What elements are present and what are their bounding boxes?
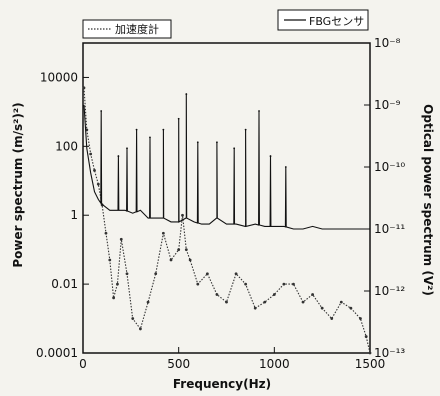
accelerometer-point [89,152,93,156]
y-tick-right-label: 10⁻⁸ [374,36,401,50]
fbg-peak [216,141,218,144]
fbg-peak [185,93,188,95]
x-axis-label: Frequency(Hz) [173,377,271,391]
legend-fbg-label: FBGセンサ [309,15,364,28]
x-tick-label: 1000 [259,357,290,371]
y-tick-right-label: 10⁻¹¹ [374,222,405,236]
accelerometer-point [188,258,192,262]
accelerometer-point [196,282,200,286]
accelerometer-point [244,282,248,286]
accelerometer-point [154,272,158,276]
fbg-peak [149,136,151,139]
accelerometer-point [177,248,181,252]
accelerometer-point [112,296,116,300]
fbg-peak [196,141,199,144]
plot-frame [82,42,371,354]
y-tick-right-label: 10⁻¹³ [374,346,405,360]
fbg-peak [244,128,247,131]
accelerometer-point [282,282,286,286]
accelerometer-point [368,351,372,355]
accelerometer-point [93,169,96,172]
y-ticks-left: 0.0001 0.01 1 100 10000 [36,70,89,360]
legend-fbg-sensor: FBGセンサ [277,9,369,31]
accelerometer-point [311,293,314,296]
legend-accelerometer-label: 加速度計 [115,22,159,36]
accelerometer-point [234,272,238,276]
y-tick-left-label: 10000 [40,70,78,84]
accelerometer-point [96,182,100,186]
y-ticks-right: 10⁻¹³ 10⁻¹² 10⁻¹¹ 10⁻¹⁰ 10⁻⁹ 10⁻⁸ [364,36,405,360]
accelerometer-point [263,300,267,304]
y-tick-left-label: 1 [70,208,78,222]
accelerometer-point [359,317,362,320]
accelerometer-point [253,306,257,310]
accelerometer-point [349,306,353,310]
y-axis-label-right: Optical power spectrum (V²) [421,104,435,296]
legend-fbg-box [277,9,369,31]
fbg-peak [126,147,128,150]
fbg-peak [233,147,236,150]
fbg-peak [269,155,272,157]
accelerometer-point [108,258,112,262]
accelerometer-point [339,300,343,304]
accelerometer-point [301,300,305,304]
y-tick-left-label: 0.01 [51,277,78,291]
y-axis-label-left: Power spectrum (m/s²)²) [11,102,25,267]
accelerometer-point [161,231,165,235]
accelerometer-point [131,317,135,320]
x-tick-label: 1500 [355,357,386,371]
accelerometer-point [205,272,209,276]
accelerometer-point [116,282,119,286]
series-accelerometer-line [83,87,371,354]
legend-accelerometer-box [82,19,172,39]
series-fbg-line [83,94,370,230]
accelerometer-point [215,293,219,296]
fbg-peak [100,110,103,112]
y-tick-right-label: 10⁻⁹ [374,98,401,112]
fbg-peak [135,128,138,131]
y-tick-right-label: 10⁻¹⁰ [374,160,405,174]
accelerometer-point [292,282,295,286]
fbg-peak [162,128,165,131]
accelerometer-point [119,237,123,241]
accelerometer-point [146,300,150,304]
accelerometer-point [272,293,276,296]
accelerometer-point [364,335,368,338]
fbg-peak [258,110,260,112]
series-layer [82,86,372,355]
x-tick-label: 500 [167,357,190,371]
x-tick-label: 0 [79,357,87,371]
accelerometer-point [82,86,86,90]
y-tick-left-label: 0.0001 [36,346,78,360]
accelerometer-point [320,306,324,310]
accelerometer-point [169,258,173,262]
accelerometer-point [330,317,334,320]
y-tick-right-label: 10⁻¹² [374,284,405,298]
legend-accelerometer: 加速度計 [82,19,172,39]
accelerometer-point [139,327,142,331]
fbg-peak [284,166,287,168]
accelerometer-point [104,231,108,235]
accelerometer-point [225,300,228,304]
y-tick-left-label: 100 [55,139,78,153]
x-ticks: 0 500 1000 1500 [79,347,385,371]
accelerometer-point [184,248,188,252]
accelerometer-point [181,213,184,217]
accelerometer-point [125,272,129,276]
fbg-peak [117,155,120,157]
fbg-peak [177,117,180,120]
